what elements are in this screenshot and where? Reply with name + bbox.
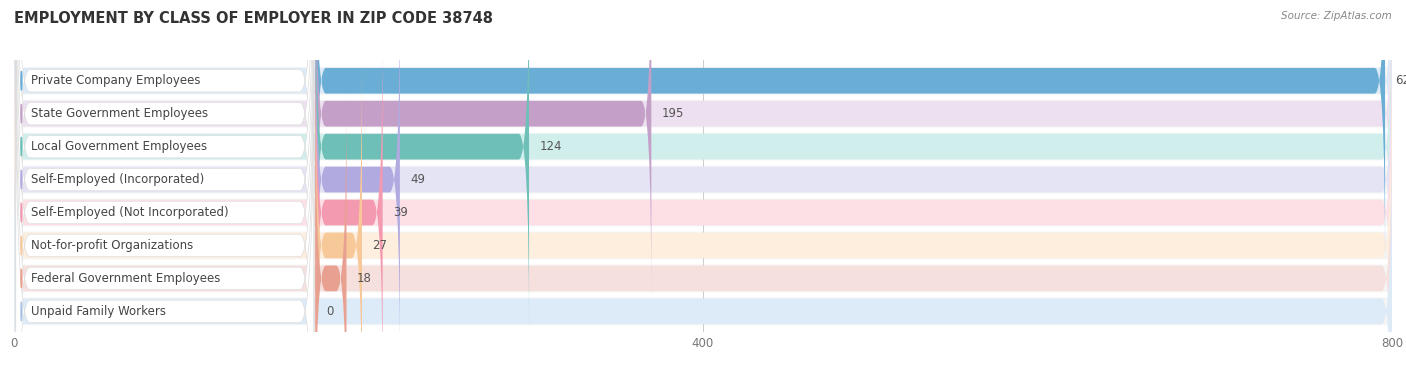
FancyBboxPatch shape	[315, 0, 529, 331]
Text: EMPLOYMENT BY CLASS OF EMPLOYER IN ZIP CODE 38748: EMPLOYMENT BY CLASS OF EMPLOYER IN ZIP C…	[14, 11, 494, 26]
FancyBboxPatch shape	[14, 231, 1392, 259]
FancyBboxPatch shape	[315, 0, 651, 299]
FancyBboxPatch shape	[15, 0, 314, 377]
FancyBboxPatch shape	[315, 0, 1385, 265]
FancyBboxPatch shape	[14, 0, 1392, 265]
FancyBboxPatch shape	[14, 0, 1392, 365]
FancyBboxPatch shape	[14, 199, 1392, 226]
Text: 49: 49	[411, 173, 425, 186]
FancyBboxPatch shape	[14, 0, 1392, 299]
FancyBboxPatch shape	[15, 0, 314, 366]
FancyBboxPatch shape	[14, 297, 1392, 325]
Text: 39: 39	[394, 206, 408, 219]
Text: Unpaid Family Workers: Unpaid Family Workers	[31, 305, 166, 318]
FancyBboxPatch shape	[315, 0, 399, 365]
FancyBboxPatch shape	[14, 61, 1392, 377]
FancyBboxPatch shape	[15, 26, 314, 377]
Text: State Government Employees: State Government Employees	[31, 107, 208, 120]
FancyBboxPatch shape	[14, 93, 1392, 377]
FancyBboxPatch shape	[14, 67, 1392, 95]
Text: Self-Employed (Incorporated): Self-Employed (Incorporated)	[31, 173, 204, 186]
Text: Local Government Employees: Local Government Employees	[31, 140, 207, 153]
FancyBboxPatch shape	[14, 133, 1392, 161]
Text: 124: 124	[540, 140, 562, 153]
Text: Source: ZipAtlas.com: Source: ZipAtlas.com	[1281, 11, 1392, 21]
Text: 195: 195	[662, 107, 685, 120]
Text: Not-for-profit Organizations: Not-for-profit Organizations	[31, 239, 193, 252]
FancyBboxPatch shape	[14, 127, 1392, 377]
Text: Self-Employed (Not Incorporated): Self-Employed (Not Incorporated)	[31, 206, 228, 219]
Text: 18: 18	[357, 272, 371, 285]
FancyBboxPatch shape	[14, 0, 1392, 331]
FancyBboxPatch shape	[15, 0, 314, 377]
FancyBboxPatch shape	[315, 28, 382, 377]
FancyBboxPatch shape	[14, 166, 1392, 193]
Text: Federal Government Employees: Federal Government Employees	[31, 272, 219, 285]
FancyBboxPatch shape	[315, 93, 346, 377]
FancyBboxPatch shape	[15, 59, 314, 377]
FancyBboxPatch shape	[15, 0, 314, 333]
FancyBboxPatch shape	[15, 0, 314, 377]
FancyBboxPatch shape	[14, 265, 1392, 292]
Text: 621: 621	[1395, 74, 1406, 87]
FancyBboxPatch shape	[315, 61, 361, 377]
FancyBboxPatch shape	[15, 0, 314, 377]
Text: 27: 27	[373, 239, 387, 252]
Text: 0: 0	[326, 305, 333, 318]
Text: Private Company Employees: Private Company Employees	[31, 74, 200, 87]
FancyBboxPatch shape	[14, 28, 1392, 377]
FancyBboxPatch shape	[14, 100, 1392, 127]
